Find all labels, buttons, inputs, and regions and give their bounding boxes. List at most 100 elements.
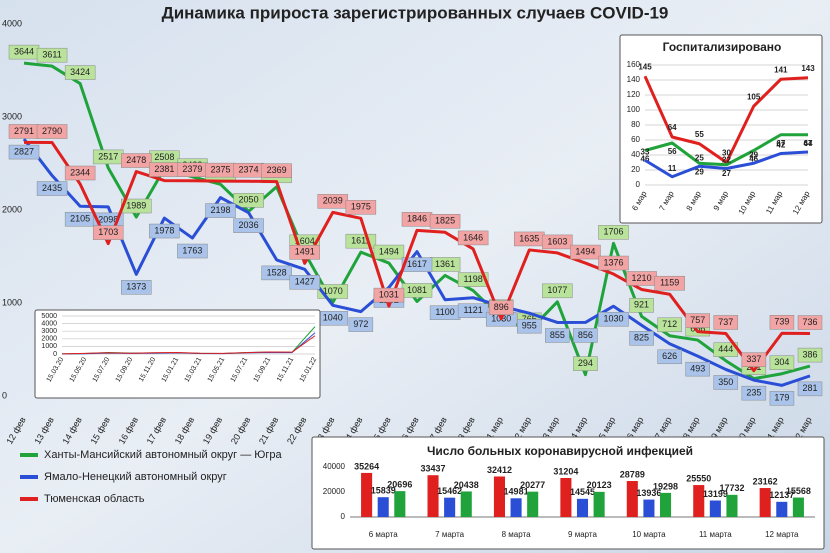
data-label: 1825 [435, 216, 455, 226]
bar [709, 500, 721, 517]
data-label-box [797, 381, 823, 397]
chart-title: Число больных коронавирусной инфекцией [427, 444, 693, 458]
data-label-box [457, 230, 489, 246]
data-label: 17732 [719, 483, 744, 493]
data-label-box [573, 356, 598, 371]
data-label: 1611 [351, 236, 370, 246]
y-tick-label: 2000 [2, 204, 22, 214]
data-label: 1494 [379, 246, 399, 256]
y-tick-label: 2000 [41, 336, 57, 343]
data-label-box [121, 280, 152, 295]
data-label: 737 [718, 317, 733, 327]
x-tick-label: 7 марта [435, 530, 464, 539]
series-line [643, 75, 809, 164]
data-label: 1121 [463, 305, 482, 315]
data-label-box [542, 283, 573, 299]
data-label: 235 [746, 388, 761, 398]
data-label-box [598, 255, 629, 271]
data-label-box [149, 223, 180, 239]
data-label: 44 [804, 139, 813, 148]
y-tick-label: 4000 [41, 320, 57, 327]
data-label: 825 [634, 333, 649, 343]
data-label: 20123 [587, 480, 612, 490]
data-label-box [769, 315, 795, 330]
data-label: 757 [690, 315, 705, 325]
series-line [23, 61, 811, 381]
data-label: 1491 [295, 247, 315, 257]
data-label-box [373, 244, 405, 260]
data-label: 856 [578, 330, 593, 340]
data-label: 2827 [14, 146, 34, 156]
data-label-box [598, 225, 629, 240]
data-label: 14981 [504, 487, 529, 497]
data-label: 1198 [463, 274, 482, 284]
y-tick-label: 0 [2, 390, 7, 400]
bar [693, 485, 705, 517]
data-label: 20277 [520, 480, 545, 490]
data-label: 712 [662, 319, 677, 329]
data-label-box [654, 275, 685, 291]
data-label: 11 [668, 164, 677, 173]
data-label: 1427 [295, 277, 315, 287]
data-label: 1706 [603, 227, 623, 237]
data-label: 1603 [547, 236, 567, 246]
data-label: 20438 [454, 480, 479, 490]
y-tick-label: 160 [627, 60, 641, 69]
data-label-box [629, 331, 654, 346]
x-tick-label: 12 марта [765, 530, 799, 539]
x-tick-label: 9 марта [568, 530, 597, 539]
data-label: 386 [802, 349, 817, 359]
data-label: 28789 [620, 469, 645, 479]
data-label-box [261, 163, 292, 178]
data-label: 739 [774, 317, 789, 327]
series-line [23, 140, 811, 373]
data-label: 67 [804, 139, 813, 148]
data-label-box [657, 317, 682, 333]
data-label-box [8, 144, 40, 160]
data-label: 626 [662, 351, 677, 361]
data-label: 19298 [653, 481, 678, 491]
data-label: 2036 [239, 220, 259, 230]
data-label: 15839 [371, 486, 396, 496]
data-label: 1376 [603, 257, 623, 267]
data-label-box [429, 214, 461, 229]
bar [394, 491, 406, 517]
data-label: 20696 [387, 480, 412, 490]
bar [560, 477, 572, 517]
data-label: 46 [749, 155, 758, 164]
data-label-box [345, 200, 377, 215]
chart-title: Динамика прироста зарегистрированных слу… [162, 3, 669, 22]
data-label: 1031 [379, 289, 399, 299]
data-label: 1210 [632, 273, 652, 283]
data-label: 46 [641, 155, 650, 164]
data-label: 2375 [210, 165, 230, 175]
data-label-box [261, 265, 292, 281]
data-label: 2379 [182, 164, 202, 174]
data-label: 1077 [547, 285, 567, 295]
data-label: 13199 [703, 489, 728, 499]
data-label-box [570, 244, 601, 260]
data-label-box [685, 361, 710, 377]
y-tick-label: 0 [341, 512, 346, 521]
y-tick-label: 60 [631, 135, 640, 144]
bar [726, 494, 738, 517]
data-label: 1989 [126, 200, 146, 210]
data-label: 444 [718, 344, 733, 354]
y-tick-label: 3000 [2, 111, 22, 121]
data-label: 29 [749, 150, 758, 159]
data-label: 67 [776, 139, 785, 148]
data-label-box [289, 245, 320, 260]
y-tick-label: 100 [627, 105, 641, 114]
data-label: 2374 [239, 165, 259, 175]
data-label-box [36, 47, 68, 63]
data-label: 141 [774, 65, 788, 74]
data-label-box [289, 275, 320, 290]
data-label-box [348, 317, 374, 332]
data-label-box [233, 218, 264, 233]
bar [626, 481, 638, 517]
data-label: 12137 [769, 490, 794, 500]
data-label: 1635 [519, 233, 539, 243]
data-label: 22 [722, 156, 731, 165]
data-label: 921 [634, 300, 649, 310]
data-label: 1978 [154, 225, 174, 235]
